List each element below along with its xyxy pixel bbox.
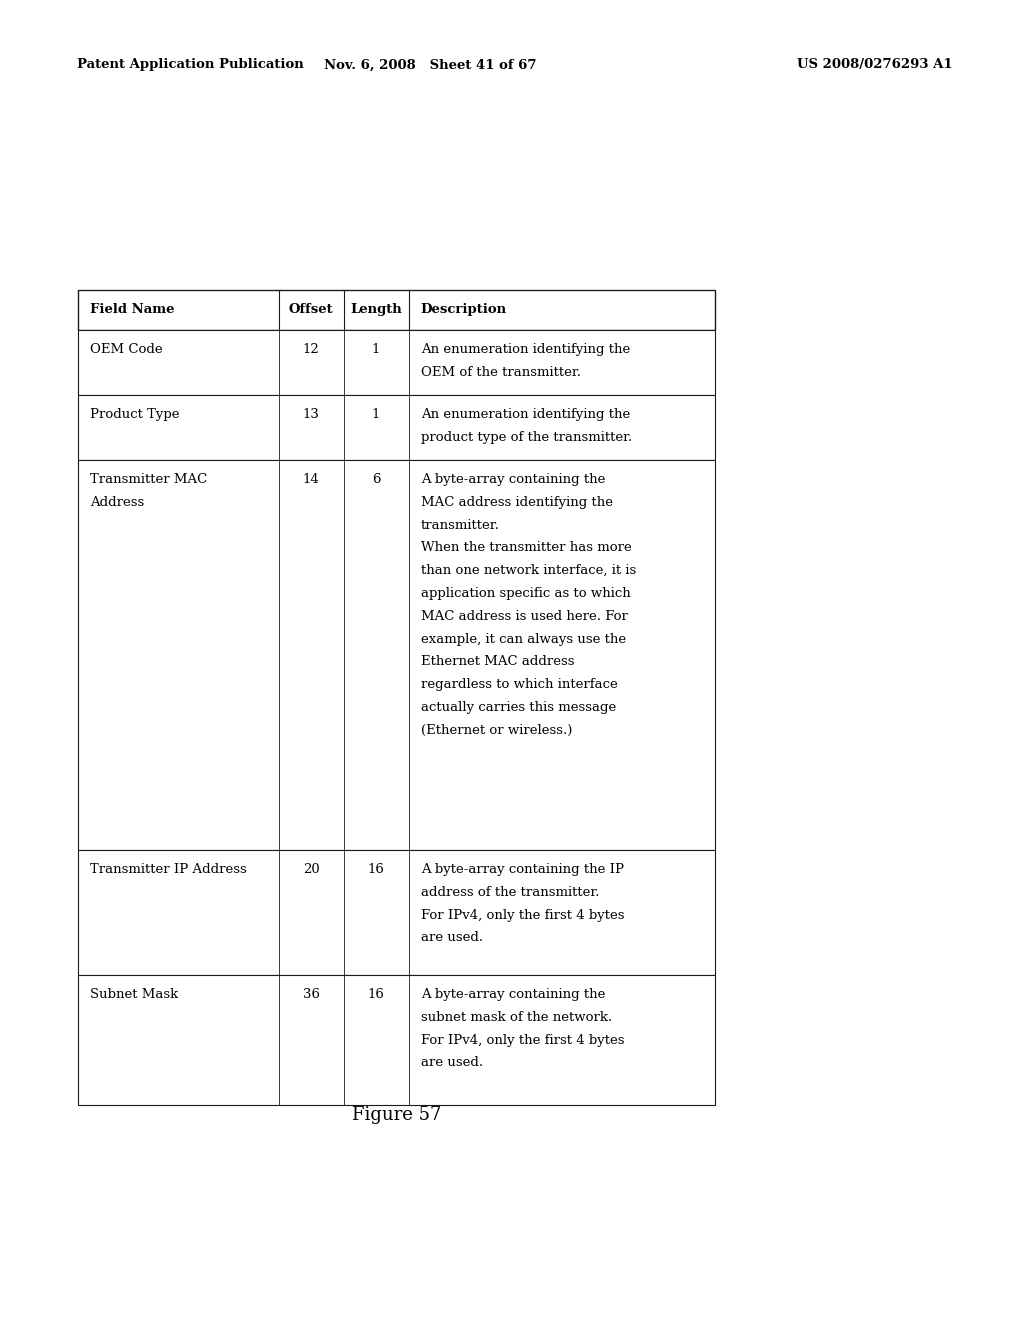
Text: subnet mask of the network.: subnet mask of the network. xyxy=(421,1011,612,1024)
Text: A byte-array containing the: A byte-array containing the xyxy=(421,987,605,1001)
Text: 13: 13 xyxy=(303,408,319,421)
Text: US 2008/0276293 A1: US 2008/0276293 A1 xyxy=(797,58,952,71)
Text: 1: 1 xyxy=(372,408,380,421)
Text: Description: Description xyxy=(421,304,507,317)
Text: address of the transmitter.: address of the transmitter. xyxy=(421,886,599,899)
Text: Offset: Offset xyxy=(289,304,334,317)
Text: are used.: are used. xyxy=(421,1056,482,1069)
Text: 6: 6 xyxy=(372,473,380,486)
Text: OEM Code: OEM Code xyxy=(90,343,163,356)
Text: A byte-array containing the: A byte-array containing the xyxy=(421,473,605,486)
Text: MAC address is used here. For: MAC address is used here. For xyxy=(421,610,628,623)
Text: Address: Address xyxy=(90,496,144,508)
Text: than one network interface, it is: than one network interface, it is xyxy=(421,564,636,577)
Text: application specific as to which: application specific as to which xyxy=(421,587,631,601)
Text: 1: 1 xyxy=(372,343,380,356)
Text: Figure 57: Figure 57 xyxy=(352,1106,441,1125)
Text: example, it can always use the: example, it can always use the xyxy=(421,632,626,645)
Text: MAC address identifying the: MAC address identifying the xyxy=(421,496,612,508)
Text: Transmitter IP Address: Transmitter IP Address xyxy=(90,863,247,876)
Text: An enumeration identifying the: An enumeration identifying the xyxy=(421,343,630,356)
Text: product type of the transmitter.: product type of the transmitter. xyxy=(421,430,632,444)
Text: Field Name: Field Name xyxy=(90,304,174,317)
Text: Product Type: Product Type xyxy=(90,408,179,421)
Text: Nov. 6, 2008   Sheet 41 of 67: Nov. 6, 2008 Sheet 41 of 67 xyxy=(324,58,537,71)
Text: transmitter.: transmitter. xyxy=(421,519,500,532)
Text: 14: 14 xyxy=(303,473,319,486)
Text: Transmitter MAC: Transmitter MAC xyxy=(90,473,207,486)
Text: Subnet Mask: Subnet Mask xyxy=(90,987,178,1001)
Text: actually carries this message: actually carries this message xyxy=(421,701,615,714)
Text: Ethernet MAC address: Ethernet MAC address xyxy=(421,656,574,668)
Text: 36: 36 xyxy=(303,987,319,1001)
Text: A byte-array containing the IP: A byte-array containing the IP xyxy=(421,863,624,876)
Text: are used.: are used. xyxy=(421,932,482,944)
Text: For IPv4, only the first 4 bytes: For IPv4, only the first 4 bytes xyxy=(421,1034,624,1047)
Text: An enumeration identifying the: An enumeration identifying the xyxy=(421,408,630,421)
Text: 12: 12 xyxy=(303,343,319,356)
Text: (Ethernet or wireless.): (Ethernet or wireless.) xyxy=(421,723,572,737)
Text: 16: 16 xyxy=(368,987,385,1001)
Text: 16: 16 xyxy=(368,863,385,876)
Text: Length: Length xyxy=(350,304,402,317)
Text: OEM of the transmitter.: OEM of the transmitter. xyxy=(421,366,581,379)
Text: For IPv4, only the first 4 bytes: For IPv4, only the first 4 bytes xyxy=(421,908,624,921)
Text: Patent Application Publication: Patent Application Publication xyxy=(77,58,303,71)
Text: regardless to which interface: regardless to which interface xyxy=(421,678,617,692)
Text: 20: 20 xyxy=(303,863,319,876)
Text: When the transmitter has more: When the transmitter has more xyxy=(421,541,632,554)
